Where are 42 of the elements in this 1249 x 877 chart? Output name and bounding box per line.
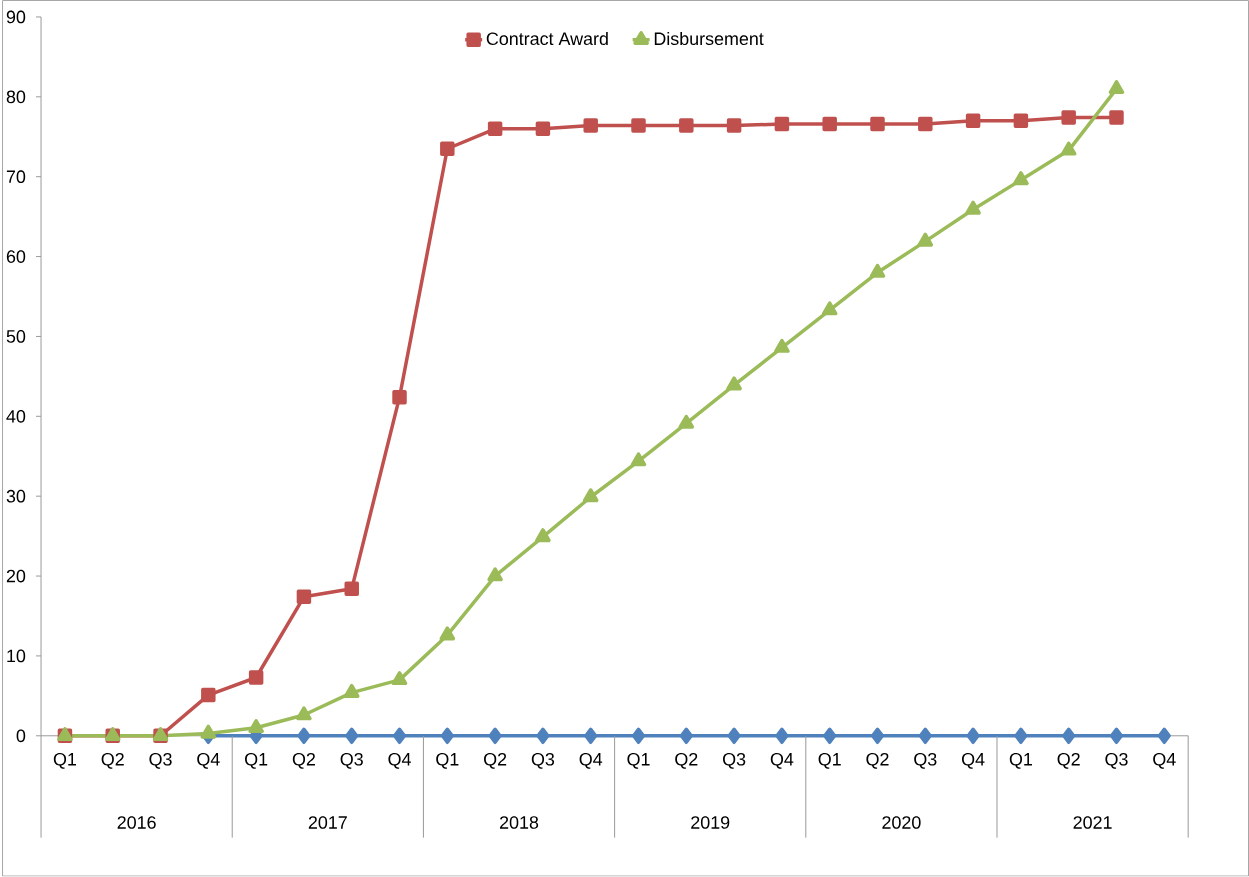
- x-tick-label: Q3: [531, 753, 555, 770]
- x-tick-label: Q4: [579, 753, 603, 770]
- x-tick-label: Q2: [101, 753, 124, 770]
- x-tick-label: Q4: [388, 753, 411, 770]
- y-tick-label: 30: [6, 490, 26, 503]
- y-tick-label: 80: [6, 90, 26, 104]
- x-tick-label: Q4: [1153, 753, 1176, 770]
- x-tick-label: Q2: [866, 753, 889, 770]
- x-tick-label: Q3: [340, 753, 363, 770]
- x-tick-label: Q1: [53, 753, 77, 770]
- x-tick-label: Q1: [1009, 753, 1032, 770]
- y-tick-label: 10: [7, 649, 26, 663]
- legend-label: Contract Award: [486, 32, 608, 46]
- x-tick-label: Q3: [914, 753, 937, 770]
- x-tick-label: Q1: [627, 753, 650, 770]
- x-tick-label: Q3: [723, 753, 746, 770]
- y-tick-label: 0: [16, 729, 26, 743]
- text: 2019: [691, 816, 730, 830]
- x-tick-label: Q1: [245, 753, 268, 770]
- x-tick-label: Q2: [292, 753, 315, 770]
- text: 2016: [117, 816, 156, 830]
- x-tick-label: Q3: [1105, 753, 1128, 770]
- x-tick-label: Q3: [149, 753, 172, 770]
- y-tick-label: 70: [6, 170, 26, 184]
- x-tick-label: Q4: [962, 753, 985, 770]
- text: 2020: [882, 816, 921, 830]
- y-tick-label: 20: [6, 569, 26, 583]
- y-tick-label: 60: [6, 250, 26, 264]
- y-tick-label: 50: [6, 330, 26, 343]
- x-tick-label: Q1: [436, 753, 459, 770]
- x-tick-label: Q4: [770, 753, 794, 770]
- x-tick-label: Q1: [818, 753, 841, 770]
- y-tick-label: 40: [6, 410, 26, 423]
- text: 2021: [1073, 816, 1112, 830]
- text: 2018: [500, 816, 539, 830]
- x-tick-label: Q4: [197, 753, 220, 770]
- legend-label: Disbursement: [654, 32, 764, 46]
- x-tick-label: Q2: [484, 753, 507, 770]
- x-tick-label: Q2: [675, 753, 698, 770]
- y-tick-label: 90: [6, 10, 26, 24]
- text: 2017: [308, 816, 347, 830]
- x-tick-label: Q2: [1057, 753, 1080, 770]
